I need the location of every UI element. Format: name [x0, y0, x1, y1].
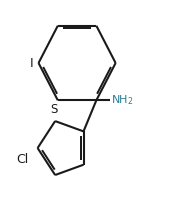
Text: S: S — [51, 104, 58, 117]
Text: Cl: Cl — [16, 153, 28, 166]
Text: NH$_2$: NH$_2$ — [111, 93, 134, 107]
Text: I: I — [30, 56, 34, 70]
